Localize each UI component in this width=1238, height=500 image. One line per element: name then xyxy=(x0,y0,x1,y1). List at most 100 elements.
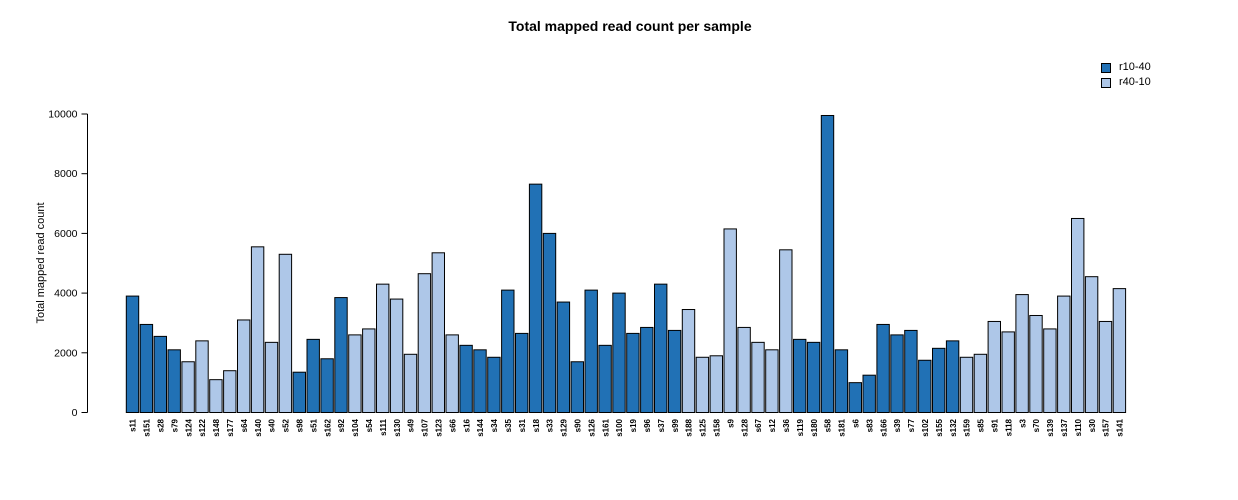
x-tick-label-s66: s66 xyxy=(448,418,457,432)
bar-s111 xyxy=(376,283,390,413)
x-tick-label-s125: s125 xyxy=(699,418,708,436)
bar-s64 xyxy=(237,319,251,413)
x-tick-label-s102: s102 xyxy=(921,418,930,436)
bar-s96 xyxy=(640,326,654,413)
x-tick-label-s91: s91 xyxy=(991,418,1000,432)
y-tick-label: 2000 xyxy=(54,347,78,359)
x-tick-label-s137: s137 xyxy=(1060,418,1069,436)
x-tick-label-s130: s130 xyxy=(393,418,402,436)
bar-s54 xyxy=(362,328,376,414)
bar-s98 xyxy=(292,371,307,414)
bar-s11 xyxy=(125,295,140,413)
bar-s83 xyxy=(862,374,876,413)
legend-label-r10-40: r10-40 xyxy=(1119,61,1151,73)
x-tick-label-s58: s58 xyxy=(824,418,833,432)
x-tick-label-s188: s188 xyxy=(685,418,694,436)
x-tick-label-s77: s77 xyxy=(907,418,916,432)
x-tick-label-s99: s99 xyxy=(671,418,680,432)
x-tick-label-s148: s148 xyxy=(212,418,221,436)
bar-s151 xyxy=(139,323,154,414)
x-tick-label-s33: s33 xyxy=(546,418,555,432)
bar-s161 xyxy=(598,344,612,413)
x-tick-label-s139: s139 xyxy=(1046,418,1055,436)
x-tick-label-s161: s161 xyxy=(601,418,610,436)
bar-s139 xyxy=(1043,328,1057,414)
x-tick-label-s18: s18 xyxy=(532,418,541,432)
x-tick-label-s104: s104 xyxy=(351,418,360,436)
x-tick-label-s124: s124 xyxy=(184,418,193,436)
bar-s92 xyxy=(334,297,348,414)
bar-s16 xyxy=(459,344,473,413)
bar-s3 xyxy=(1015,294,1029,413)
x-tick-label-s54: s54 xyxy=(365,418,374,432)
bar-s90 xyxy=(570,361,584,414)
bar-s141 xyxy=(1112,288,1127,413)
bar-s58 xyxy=(820,114,835,414)
bar-s34 xyxy=(487,356,501,413)
bar-s140 xyxy=(250,246,265,413)
x-tick-label-s119: s119 xyxy=(796,418,805,436)
bar-s188 xyxy=(681,309,696,413)
bar-s122 xyxy=(195,340,209,413)
x-tick-label-s162: s162 xyxy=(323,418,332,436)
bar-s79 xyxy=(167,349,181,414)
x-tick-label-s67: s67 xyxy=(754,418,763,432)
bar-s118 xyxy=(1001,331,1015,413)
x-tick-label-s157: s157 xyxy=(1102,418,1111,436)
x-tick-label-s85: s85 xyxy=(977,418,986,432)
bar-s162 xyxy=(320,358,334,413)
bar-s36 xyxy=(779,249,793,413)
bar-s91 xyxy=(987,320,1001,413)
bar-s132 xyxy=(945,340,960,413)
bar-s102 xyxy=(918,359,932,414)
x-tick-label-s90: s90 xyxy=(574,418,583,432)
x-tick-label-s11: s11 xyxy=(129,418,138,431)
bar-s66 xyxy=(445,334,459,414)
bar-s85 xyxy=(973,353,988,414)
bar-s77 xyxy=(904,329,918,414)
legend: r10-40 r40-10 xyxy=(1101,60,1151,90)
x-tick-label-s166: s166 xyxy=(879,418,888,436)
bar-s49 xyxy=(403,353,418,414)
y-tick-label: 8000 xyxy=(54,168,78,180)
x-tick-label-s100: s100 xyxy=(615,418,624,436)
x-tick-label-s28: s28 xyxy=(157,418,166,432)
x-tick-label-s40: s40 xyxy=(268,418,277,432)
x-tick-label-s151: s151 xyxy=(143,418,152,436)
bar-s144 xyxy=(473,349,487,414)
x-tick-label-s140: s140 xyxy=(254,418,263,436)
x-tick-label-s132: s132 xyxy=(949,418,958,436)
x-tick-label-s181: s181 xyxy=(838,418,847,436)
bar-s158 xyxy=(709,355,723,414)
bar-s12 xyxy=(765,349,779,414)
bar-s67 xyxy=(751,341,765,414)
x-tick-label-s141: s141 xyxy=(1116,418,1125,436)
bar-s180 xyxy=(806,341,821,414)
bar-s110 xyxy=(1071,217,1085,413)
bar-s148 xyxy=(209,379,223,414)
x-tick-label-s79: s79 xyxy=(170,418,179,432)
bar-s119 xyxy=(793,338,807,413)
bar-s99 xyxy=(667,329,682,414)
y-axis: 0 2000 4000 6000 8000 10000 xyxy=(48,109,88,419)
bar-s157 xyxy=(1098,320,1113,413)
x-tick-label-s155: s155 xyxy=(935,418,944,436)
chart-title: Total mapped read count per sample xyxy=(508,18,752,34)
x-tick-label-s30: s30 xyxy=(1088,418,1097,432)
x-tick-label-s19: s19 xyxy=(629,418,638,432)
bar-s130 xyxy=(389,298,404,414)
bar-s126 xyxy=(584,289,598,413)
x-tick-label-s98: s98 xyxy=(296,418,305,432)
x-tick-label-s16: s16 xyxy=(462,418,471,432)
bar-s52 xyxy=(278,253,293,413)
bar-s35 xyxy=(501,289,515,413)
x-tick-label-s49: s49 xyxy=(407,418,416,432)
bar-s100 xyxy=(612,292,626,414)
bar-s125 xyxy=(695,356,710,413)
bar-s181 xyxy=(834,349,849,414)
bar-s123 xyxy=(431,252,446,413)
x-tick-label-s51: s51 xyxy=(309,418,318,432)
bar-s129 xyxy=(556,301,571,413)
